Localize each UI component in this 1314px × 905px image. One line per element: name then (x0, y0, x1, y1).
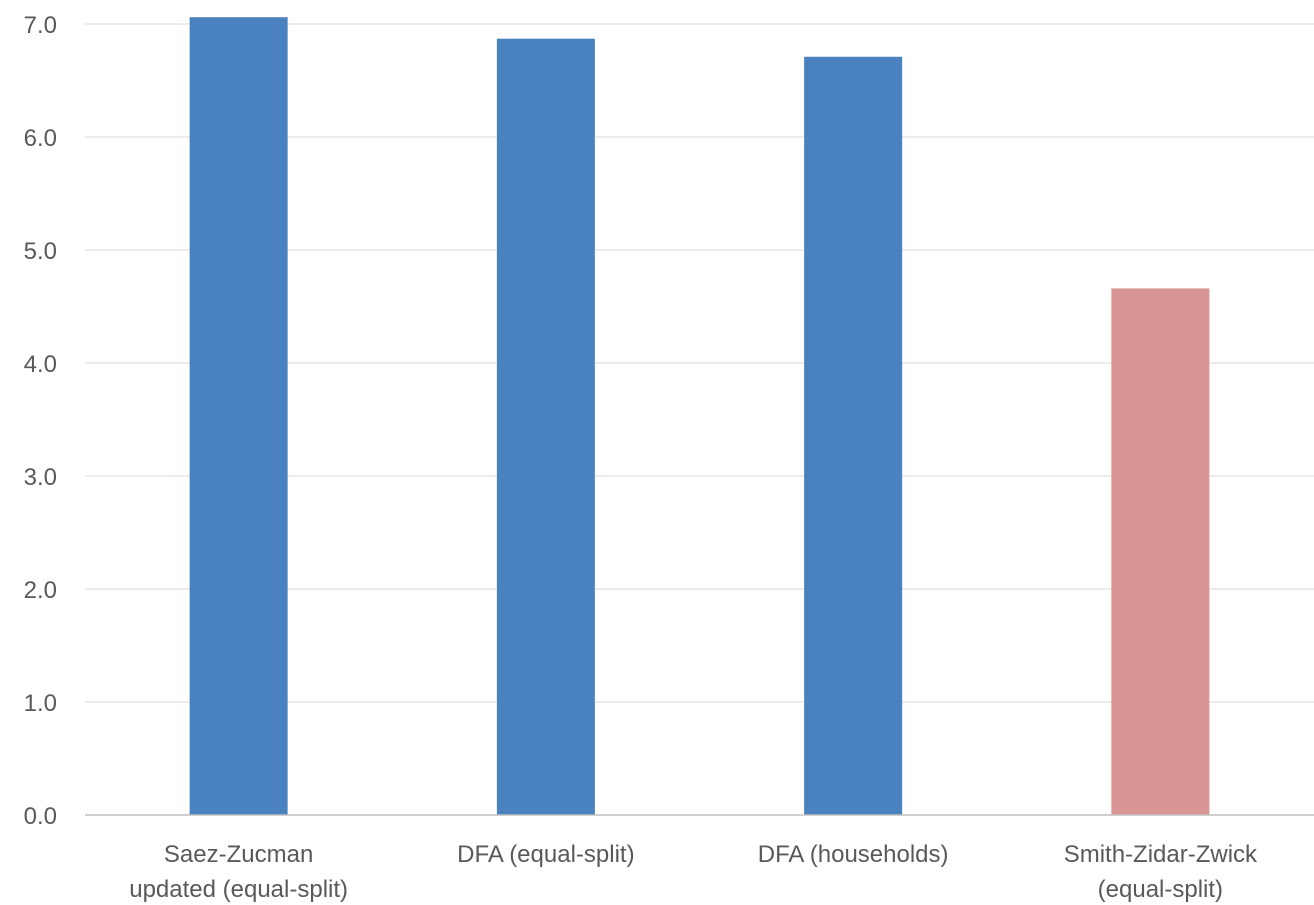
y-tick-label: 5.0 (24, 238, 57, 265)
y-tick-label: 1.0 (24, 690, 57, 717)
x-category-label: (equal-split) (1098, 876, 1223, 903)
x-category-label: updated (equal-split) (129, 876, 348, 903)
x-category-label: DFA (equal-split) (457, 841, 634, 868)
bars (189, 17, 1210, 816)
bar (804, 56, 903, 815)
gridlines (85, 23, 1314, 703)
x-axis-category-labels: Saez-Zucman updated (equal-split) DFA (equ… (129, 841, 1258, 903)
y-tick-label: 2.0 (24, 577, 57, 604)
y-tick-label: 3.0 (24, 464, 57, 491)
x-category-label: Smith-Zidar-Zwick (1064, 841, 1258, 868)
y-axis-tick-labels: 0.0 1.0 2.0 3.0 4.0 5.0 6.0 7.0 (24, 12, 57, 830)
bar (189, 17, 288, 816)
y-tick-label: 0.0 (24, 803, 57, 830)
bar (496, 38, 595, 815)
y-tick-label: 6.0 (24, 125, 57, 152)
bar (1111, 288, 1210, 815)
x-category-label: DFA (households) (758, 841, 949, 868)
y-tick-label: 7.0 (24, 12, 57, 39)
y-tick-label: 4.0 (24, 351, 57, 378)
x-category-label: Saez-Zucman (164, 841, 313, 868)
